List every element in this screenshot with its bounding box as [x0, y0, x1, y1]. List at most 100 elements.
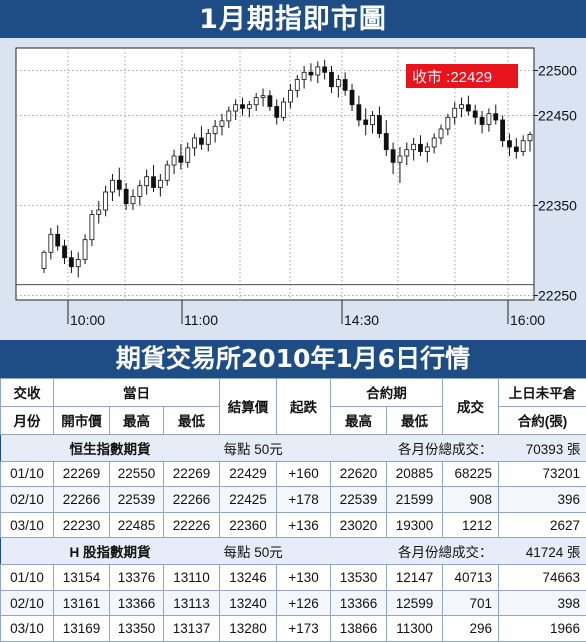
candle-body: [199, 137, 204, 145]
header-high: 最高: [109, 405, 164, 435]
candle-body: [48, 233, 54, 253]
cell: 22266: [53, 486, 110, 513]
cell: 2627: [498, 511, 586, 539]
table-row: 02/10 13161 13366 13113 13240 +126 13366…: [0, 589, 586, 617]
cell: 22230: [53, 511, 110, 539]
candle-body: [349, 89, 355, 106]
section-total: 70393 張: [498, 433, 586, 462]
candle-body: [513, 146, 519, 152]
candle-body: [370, 115, 375, 125]
close-tag-label: 收市 :22429: [412, 69, 492, 86]
cell: 21599: [386, 486, 444, 513]
candle-body: [288, 89, 293, 103]
cell: 13154: [53, 564, 110, 591]
cell: 701: [442, 589, 500, 617]
cell: 01/10: [0, 564, 54, 591]
cell: 13366: [109, 589, 164, 617]
cell: +160: [276, 460, 332, 488]
candle-body: [520, 140, 526, 152]
candle-body: [116, 179, 122, 190]
candle-body: [233, 104, 239, 112]
cell: 22360: [219, 511, 278, 539]
section-total-label: 各月份總成交：: [330, 537, 499, 566]
table-title: 期貨交易所2010年1月6日行情: [115, 344, 471, 373]
cell: 13161: [53, 589, 110, 617]
candle-body: [527, 134, 533, 142]
candle-body: [41, 251, 47, 269]
candle-body: [452, 107, 458, 118]
header-month-bottom: 月份: [0, 405, 54, 435]
cell: 22226: [162, 511, 221, 539]
cell: 22620: [330, 460, 388, 488]
candle-body: [96, 209, 102, 215]
x-tick-label: 10:00: [70, 312, 105, 328]
y-tick-label: 22350: [538, 198, 577, 214]
cell: 22269: [53, 460, 110, 488]
candle-body: [356, 104, 362, 121]
cell: 908: [442, 486, 500, 513]
cell: 11300: [386, 615, 444, 642]
candle-body: [459, 104, 464, 109]
cell: 12147: [386, 564, 444, 591]
cell: 74663: [498, 564, 586, 591]
candle-body: [82, 239, 88, 260]
header-contract-low: 最低: [386, 405, 444, 435]
candle-body: [219, 120, 225, 127]
cell: 22429: [219, 460, 278, 488]
candle-body: [75, 259, 81, 268]
cell: 13350: [109, 615, 164, 642]
cell: 40713: [442, 564, 500, 591]
plot-area: [15, 47, 535, 301]
cell: 13240: [219, 589, 278, 617]
candle-body: [465, 104, 471, 112]
candle-body: [335, 79, 341, 88]
header-low: 最低: [162, 405, 221, 435]
candle-body: [240, 104, 245, 109]
candle-body: [431, 137, 437, 148]
cell: 13366: [330, 589, 388, 617]
candle-body: [68, 257, 74, 268]
candle-body: [486, 113, 492, 125]
cell: 13137: [162, 615, 221, 642]
cell: 13110: [162, 564, 221, 591]
candle-body: [267, 95, 273, 107]
candle-body: [479, 116, 485, 125]
candle-body: [151, 176, 156, 188]
table-row: 03/10 22230 22485 22226 22360 +136 23020…: [0, 511, 586, 539]
candle-body: [301, 71, 307, 80]
candle-body: [55, 233, 61, 247]
cell: 396: [498, 486, 586, 513]
candle-body: [185, 147, 191, 163]
section-point: 每點 50元: [219, 537, 331, 566]
header-change: 起跌: [276, 378, 332, 435]
header-open: 開市價: [53, 405, 110, 435]
section-total: 41724 張: [498, 537, 586, 566]
cell: +173: [276, 615, 332, 642]
cell: 22266: [162, 486, 221, 513]
candle-body: [253, 97, 259, 106]
candle-body: [424, 146, 430, 152]
cell: 22539: [330, 486, 388, 513]
close-tag: [406, 64, 518, 88]
cell: +126: [276, 589, 332, 617]
header-oi-top: 上日未平倉: [498, 378, 586, 407]
cell: 1212: [442, 511, 500, 539]
cell: 22425: [219, 486, 278, 513]
section-total-label: 各月份總成交：: [330, 433, 499, 462]
candle-body: [192, 137, 197, 149]
cell: 02/10: [0, 589, 54, 617]
y-tick-label: 22450: [538, 108, 577, 124]
section-point: 每點 50元: [219, 433, 331, 462]
table-row: 02/10 22266 22539 22266 22425 +178 22539…: [0, 486, 586, 513]
candle-body: [103, 191, 109, 211]
cell: 13246: [219, 564, 278, 591]
cell: 02/10: [0, 486, 54, 513]
candle-body: [205, 133, 211, 145]
cell: 22550: [109, 460, 164, 488]
candlestick-chart: 22500 22450 22350 22250 10:00 11:00 14:30 16:00…: [15, 47, 577, 328]
candle-body: [472, 110, 478, 118]
cell: 13280: [219, 615, 278, 642]
candle-body: [157, 179, 163, 188]
cell: 22539: [109, 486, 164, 513]
table-row: 01/10 22269 22550 22269 22429 +160 22620…: [0, 460, 586, 488]
